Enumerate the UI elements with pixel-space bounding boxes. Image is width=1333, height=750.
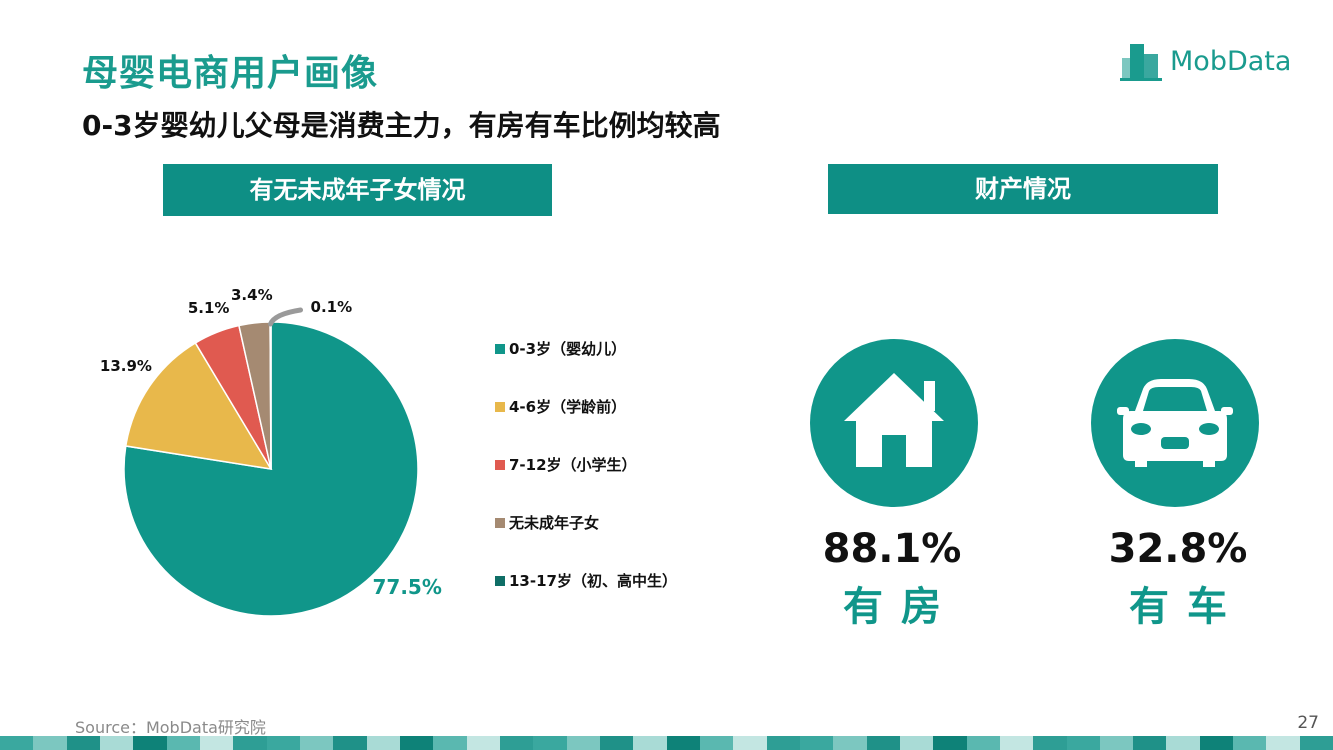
page-number: 27 bbox=[1297, 713, 1319, 733]
legend-label: 无未成年子女 bbox=[509, 514, 600, 532]
car-stat-label: 有车 bbox=[1129, 584, 1245, 630]
footer-strip-segment bbox=[1133, 736, 1167, 750]
legend-label: 13-17岁（初、高中生） bbox=[509, 572, 677, 590]
footer-strip-segment bbox=[833, 736, 867, 750]
footer-strip-segment bbox=[66, 736, 100, 750]
legend-item-0: 0-3岁（婴幼儿） bbox=[495, 338, 626, 359]
footer-strip-segment bbox=[1166, 736, 1200, 750]
footer-strip-segment bbox=[33, 736, 67, 750]
mobdata-logo: MobData bbox=[1120, 40, 1310, 84]
footer-strip-segment bbox=[766, 736, 800, 750]
footer-strip-segment bbox=[799, 736, 834, 750]
footer-strip-segment bbox=[0, 736, 34, 750]
house-icon bbox=[844, 373, 944, 467]
footer-color-strip bbox=[0, 736, 1333, 750]
pie-leader-line bbox=[268, 307, 304, 327]
footer-strip-segment bbox=[533, 736, 567, 750]
footer-strip-segment bbox=[599, 736, 634, 750]
pie-label-2: 5.1% bbox=[188, 299, 230, 317]
car-stat-circle bbox=[1091, 339, 1259, 507]
footer-strip-segment bbox=[366, 736, 400, 750]
house-stat-circle bbox=[810, 339, 978, 507]
footer-strip-segment bbox=[399, 736, 434, 750]
legend-item-3: 无未成年子女 bbox=[495, 512, 599, 533]
car-stat-value: 32.8% bbox=[1108, 526, 1248, 572]
footer-strip-segment bbox=[1299, 736, 1333, 750]
footer-strip-segment bbox=[1033, 736, 1067, 750]
footer-strip-segment bbox=[1199, 736, 1234, 750]
footer-strip-segment bbox=[299, 736, 334, 750]
legend-item-2: 7-12岁（小学生） bbox=[495, 454, 637, 475]
footer-strip-segment bbox=[566, 736, 600, 750]
section-title-assets: 财产情况 bbox=[828, 164, 1218, 214]
legend-item-1: 4-6岁（学龄前） bbox=[495, 396, 626, 417]
logo-buildings-icon bbox=[1120, 44, 1162, 81]
footer-strip-segment bbox=[266, 736, 300, 750]
footer-strip-segment bbox=[433, 736, 467, 750]
pie-label-1: 13.9% bbox=[100, 357, 152, 375]
footer-strip-segment bbox=[633, 736, 667, 750]
pie-label-3: 3.4% bbox=[231, 286, 273, 304]
legend-item-4: 13-17岁（初、高中生） bbox=[495, 570, 677, 591]
car-icon bbox=[1117, 379, 1233, 467]
section-title-children: 有无未成年子女情况 bbox=[163, 164, 552, 216]
footer-strip-segment bbox=[199, 736, 234, 750]
footer-strip-segment bbox=[466, 736, 500, 750]
pie-label-0: 77.5% bbox=[372, 575, 441, 599]
legend-swatch bbox=[495, 518, 505, 528]
footer-strip-segment bbox=[966, 736, 1000, 750]
pie-slice-1 bbox=[124, 341, 273, 470]
logo-text: MobData bbox=[1170, 46, 1292, 77]
pie-label-4: 0.1% bbox=[311, 298, 353, 316]
footer-strip-segment bbox=[699, 736, 734, 750]
footer-strip-segment bbox=[1266, 736, 1300, 750]
footer-strip-segment bbox=[1233, 736, 1267, 750]
footer-strip-segment bbox=[1066, 736, 1100, 750]
legend-swatch bbox=[495, 402, 505, 412]
footer-strip-segment bbox=[933, 736, 967, 750]
footer-strip-segment bbox=[866, 736, 900, 750]
pie-slice-4 bbox=[269, 321, 272, 470]
page-subtitle: 0-3岁婴幼儿父母是消费主力，有房有车比例均较高 bbox=[82, 109, 721, 142]
legend-label: 7-12岁（小学生） bbox=[509, 456, 637, 474]
footer-strip-segment bbox=[99, 736, 134, 750]
house-stat-value: 88.1% bbox=[822, 526, 962, 572]
legend-swatch bbox=[495, 460, 505, 470]
footer-strip-segment bbox=[166, 736, 200, 750]
footer-strip-segment bbox=[499, 736, 534, 750]
source-note: Source：MobData研究院 bbox=[75, 718, 266, 737]
legend-label: 0-3岁（婴幼儿） bbox=[509, 340, 627, 358]
footer-strip-segment bbox=[999, 736, 1034, 750]
legend-swatch bbox=[495, 344, 505, 354]
footer-strip-segment bbox=[666, 736, 700, 750]
footer-strip-segment bbox=[333, 736, 367, 750]
legend-swatch bbox=[495, 576, 505, 586]
footer-strip-segment bbox=[233, 736, 267, 750]
house-stat-label: 有房 bbox=[843, 584, 959, 630]
footer-strip-segment bbox=[733, 736, 767, 750]
footer-strip-segment bbox=[1099, 736, 1134, 750]
footer-strip-segment bbox=[899, 736, 934, 750]
page-title: 母婴电商用户画像 bbox=[82, 53, 379, 94]
pie-chart: 77.5% 13.9% 5.1%3.4% 0.1% bbox=[100, 286, 442, 617]
legend-label: 4-6岁（学龄前） bbox=[509, 398, 627, 416]
footer-strip-segment bbox=[133, 736, 167, 750]
